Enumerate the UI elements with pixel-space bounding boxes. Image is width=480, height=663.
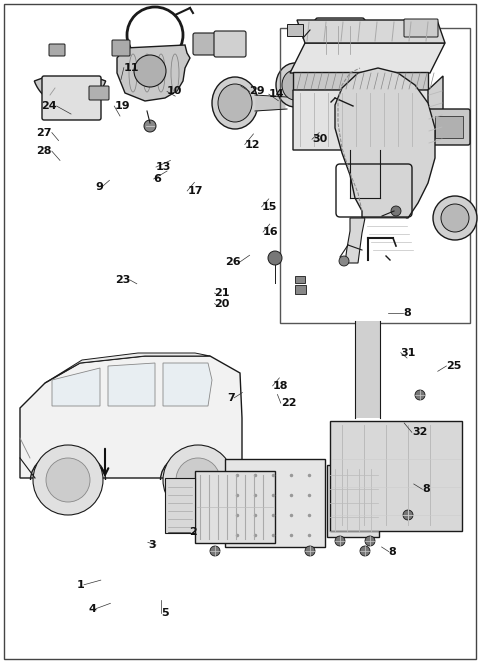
- Bar: [330, 421, 462, 531]
- Circle shape: [415, 390, 425, 400]
- Polygon shape: [20, 356, 242, 478]
- Ellipse shape: [276, 63, 314, 107]
- Text: 13: 13: [156, 162, 171, 172]
- Circle shape: [335, 536, 345, 546]
- Bar: [435, 116, 463, 138]
- Bar: [165, 478, 195, 533]
- Circle shape: [433, 196, 477, 240]
- FancyBboxPatch shape: [404, 19, 438, 37]
- Circle shape: [360, 546, 370, 556]
- FancyBboxPatch shape: [428, 109, 470, 145]
- Text: 17: 17: [187, 186, 203, 196]
- Bar: [327, 465, 379, 537]
- Circle shape: [305, 546, 315, 556]
- Text: 10: 10: [167, 86, 182, 97]
- Text: 1: 1: [76, 579, 84, 590]
- Circle shape: [365, 536, 375, 546]
- Circle shape: [46, 458, 90, 502]
- Circle shape: [403, 510, 413, 520]
- Text: 32: 32: [412, 427, 427, 438]
- Polygon shape: [297, 20, 445, 43]
- Text: 16: 16: [263, 227, 279, 237]
- Circle shape: [441, 204, 469, 232]
- Circle shape: [339, 256, 349, 266]
- Circle shape: [176, 458, 220, 502]
- Polygon shape: [108, 363, 155, 406]
- Text: 31: 31: [401, 347, 416, 358]
- Text: 25: 25: [446, 361, 462, 371]
- Circle shape: [391, 206, 401, 216]
- Text: 12: 12: [245, 139, 260, 150]
- Bar: [225, 459, 325, 547]
- Text: 19: 19: [114, 101, 130, 111]
- Text: 4: 4: [88, 603, 96, 614]
- Text: 29: 29: [250, 86, 265, 97]
- Circle shape: [144, 120, 156, 132]
- FancyBboxPatch shape: [193, 33, 219, 55]
- FancyBboxPatch shape: [112, 40, 130, 56]
- FancyBboxPatch shape: [89, 86, 109, 100]
- Text: 22: 22: [281, 398, 296, 408]
- Text: 8: 8: [422, 484, 430, 495]
- Polygon shape: [117, 45, 190, 101]
- Polygon shape: [163, 363, 212, 406]
- Circle shape: [134, 55, 166, 87]
- Text: 27: 27: [36, 127, 52, 138]
- Text: 23: 23: [115, 274, 131, 285]
- Polygon shape: [345, 218, 365, 263]
- Polygon shape: [45, 353, 210, 383]
- Bar: [280, 28, 470, 323]
- Polygon shape: [52, 368, 100, 406]
- Text: 14: 14: [269, 89, 285, 99]
- Bar: [295, 285, 306, 294]
- Ellipse shape: [212, 77, 258, 129]
- Bar: [287, 24, 303, 36]
- Text: 5: 5: [161, 608, 168, 619]
- Text: 26: 26: [225, 257, 241, 267]
- Circle shape: [163, 445, 233, 515]
- Polygon shape: [34, 78, 106, 106]
- Text: 6: 6: [154, 174, 161, 184]
- Circle shape: [268, 251, 282, 265]
- Polygon shape: [428, 76, 443, 150]
- Text: 21: 21: [215, 288, 230, 298]
- Circle shape: [33, 445, 103, 515]
- Polygon shape: [293, 72, 428, 90]
- Text: 8: 8: [389, 546, 396, 557]
- Polygon shape: [290, 43, 445, 73]
- Text: 20: 20: [215, 298, 230, 309]
- Text: 7: 7: [228, 392, 235, 403]
- FancyBboxPatch shape: [315, 18, 365, 62]
- Text: 9: 9: [96, 182, 103, 192]
- FancyBboxPatch shape: [42, 76, 101, 120]
- Ellipse shape: [218, 84, 252, 122]
- Text: 18: 18: [273, 381, 288, 391]
- Polygon shape: [335, 68, 435, 218]
- Bar: [195, 471, 275, 543]
- Text: 11: 11: [124, 62, 139, 73]
- Polygon shape: [293, 90, 430, 150]
- Text: 28: 28: [36, 146, 52, 156]
- FancyBboxPatch shape: [214, 31, 246, 57]
- Text: 8: 8: [403, 308, 411, 318]
- FancyBboxPatch shape: [49, 44, 65, 56]
- Bar: [295, 276, 305, 283]
- Text: 24: 24: [41, 101, 57, 111]
- Text: 15: 15: [262, 202, 277, 212]
- Text: 3: 3: [148, 540, 156, 550]
- Circle shape: [210, 546, 220, 556]
- Text: 2: 2: [190, 526, 197, 537]
- Ellipse shape: [282, 70, 308, 100]
- Text: 30: 30: [312, 134, 327, 145]
